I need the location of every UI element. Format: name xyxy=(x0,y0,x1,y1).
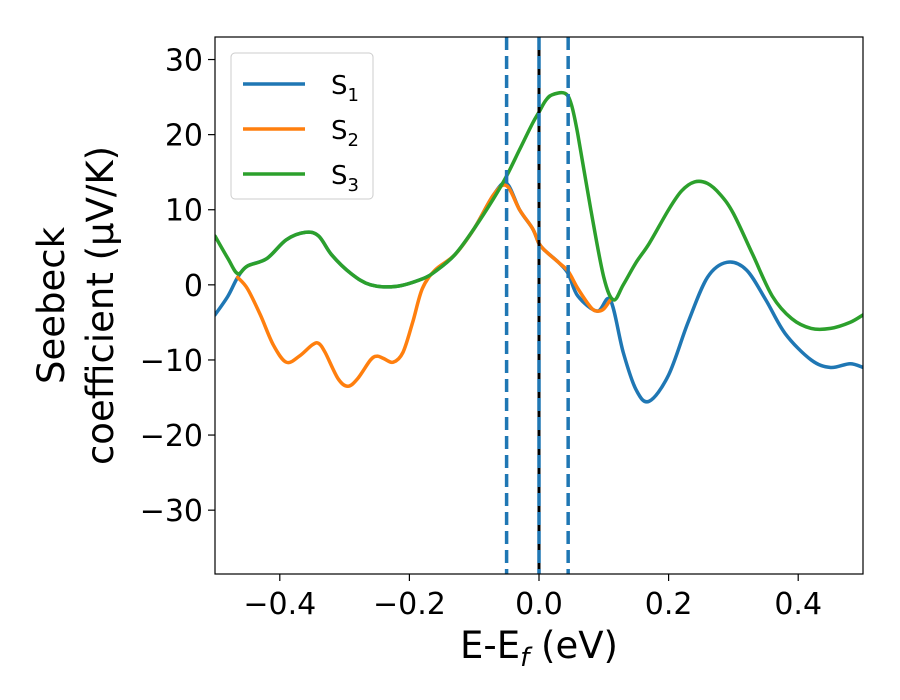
y-tick-label: 10 xyxy=(165,194,203,229)
x-tick-label: 0.2 xyxy=(645,587,693,622)
x-axis-title: E-Ef (eV) xyxy=(460,624,618,673)
x-tick-label: 0.0 xyxy=(515,587,563,622)
legend-label-s1: S1 xyxy=(331,71,359,106)
x-tick-label: −0.4 xyxy=(243,587,316,622)
legend-box xyxy=(230,52,374,200)
y-axis-title: Seebeck coefficient (μV/K) xyxy=(30,146,122,465)
y-tick-label: 0 xyxy=(184,269,203,304)
y-tick-label: 20 xyxy=(165,119,203,154)
vline-layer xyxy=(504,37,570,574)
y-axis-title-line1: Seebeck xyxy=(30,226,73,384)
series-line-s3 xyxy=(215,90,863,332)
y-tick-label: 30 xyxy=(165,44,203,79)
series-line-s2 xyxy=(235,183,613,388)
legend: S1 S2 S3 xyxy=(230,52,374,200)
x-tick-label: −0.2 xyxy=(373,587,446,622)
y-axis-title-line2: coefficient (μV/K) xyxy=(79,146,122,465)
legend-label-s2: S2 xyxy=(331,116,359,151)
x-axis: −0.4 −0.2 0.0 0.2 0.4 xyxy=(243,574,822,622)
legend-label-s3: S3 xyxy=(331,161,359,196)
y-tick-label: −10 xyxy=(140,344,203,379)
x-tick-label: 0.4 xyxy=(774,587,822,622)
y-tick-label: −20 xyxy=(140,419,203,454)
y-tick-label: −30 xyxy=(140,494,203,529)
y-axis: −30 −20 −10 0 10 20 30 xyxy=(140,44,215,529)
